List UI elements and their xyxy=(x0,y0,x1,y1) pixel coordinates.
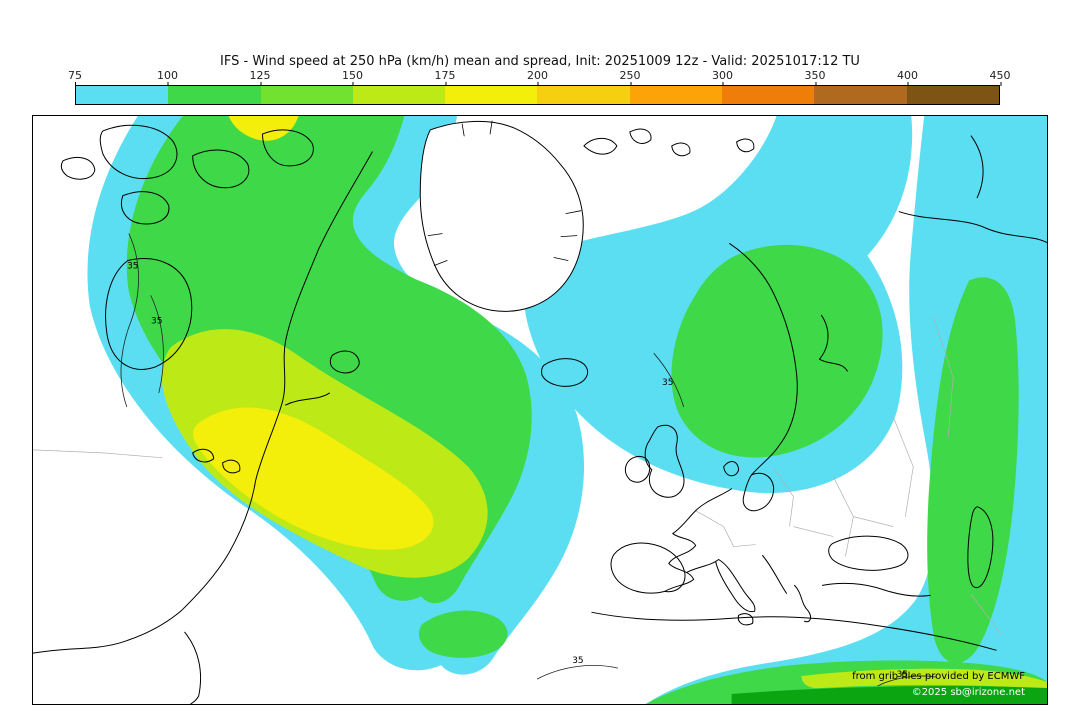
colorbar-tick-label: 200 xyxy=(527,69,548,86)
spread-contour-line xyxy=(877,675,937,687)
coastline-denmark xyxy=(723,461,740,477)
coastline-north-america xyxy=(33,151,373,654)
coastline-north-africa xyxy=(591,611,997,651)
contour-label-35: 35 xyxy=(572,656,583,666)
colorbar-tick-labels: 75 100 125 150 175 200 250 300 350 400 450 xyxy=(68,69,1011,86)
coastline-uk xyxy=(644,424,685,498)
colorbar-tick-label: 125 xyxy=(249,69,271,86)
spread-contour-line xyxy=(150,295,164,394)
coastline-greenland-fjords xyxy=(427,120,582,266)
spread-contour-line xyxy=(653,352,685,408)
wind-region-green-tail-tip xyxy=(418,610,508,658)
wind-region-green-east-band xyxy=(927,277,1019,664)
coastline-balkans xyxy=(762,555,788,594)
colorbar-segment xyxy=(352,86,446,104)
coastline-baltic xyxy=(742,472,775,512)
coastline-white-sea xyxy=(818,314,848,372)
colorbar-segment xyxy=(906,86,999,104)
colorbar-segment xyxy=(445,86,538,104)
colorbar-segment xyxy=(260,86,353,104)
colorbar-tick-label: 100 xyxy=(157,69,178,86)
coastline-black-sea xyxy=(828,535,909,571)
wind-region-green-scandinavia xyxy=(671,244,883,458)
colorbar-tick-label: 300 xyxy=(712,69,733,86)
coastline-anatolia xyxy=(821,582,931,597)
colorbar xyxy=(75,85,1000,105)
coastline-ireland xyxy=(624,455,651,483)
coastline-florida xyxy=(184,631,202,704)
colorbar-segment xyxy=(722,86,815,104)
colorbar-tick-label: 150 xyxy=(342,69,363,86)
contour-label-35: 35 xyxy=(897,670,908,680)
spread-contour-labels: 35 35 35 35 35 xyxy=(127,261,908,680)
colorbar-tick-label: 400 xyxy=(897,69,918,86)
coastline-caspian xyxy=(967,506,994,589)
colorbar-tick-label: 75 xyxy=(68,69,82,86)
coastline-st-lawrence xyxy=(285,392,330,406)
spread-contours xyxy=(120,233,937,687)
colorbar-tick-label: 450 xyxy=(989,69,1011,86)
coastline-iceland xyxy=(541,358,589,387)
wind-region-darkgreen-bottom-stripe xyxy=(731,686,1047,704)
wind-region-yellow-core xyxy=(193,407,434,550)
coastline-italy xyxy=(686,558,756,613)
colorbar-segment xyxy=(76,86,169,104)
coastline-newfoundland xyxy=(329,350,360,374)
coastline-hudson-bay xyxy=(105,258,193,370)
contour-label-35: 35 xyxy=(127,261,138,271)
wind-region-yellowgreen-bottom-stripe xyxy=(801,668,1047,691)
coastline-greenland xyxy=(419,120,584,312)
wind-speed-map: 35 35 35 35 35 xyxy=(33,116,1047,704)
colorbar-tick-label: 350 xyxy=(804,69,826,86)
coastline-novaya-zemlya xyxy=(970,135,984,199)
coastline-great-lakes xyxy=(192,448,241,474)
contour-label-35: 35 xyxy=(151,316,162,326)
colorbar-tick-label: 175 xyxy=(434,69,456,86)
coastline-arctic-islands xyxy=(60,124,314,225)
coastline-norway xyxy=(729,243,798,476)
coastlines xyxy=(33,120,1047,704)
coastline-greece xyxy=(793,584,812,623)
colorbar-segment xyxy=(537,86,630,104)
spread-contour-line xyxy=(536,665,618,680)
colorbar-segment xyxy=(168,86,261,104)
colorbar-segment xyxy=(629,86,723,104)
coastline-sicily xyxy=(737,613,754,626)
political-borders xyxy=(33,317,1002,635)
wind-region-yellow-top-patch xyxy=(228,116,299,141)
contour-label-35: 35 xyxy=(662,378,673,388)
coastline-svalbard xyxy=(583,128,755,157)
attribution-ecmwf: from grib files provided by ECMWF xyxy=(852,671,1025,682)
coastline-iberia xyxy=(610,542,686,594)
coastline-russia-arctic xyxy=(898,211,1047,244)
map-area: 35 35 35 35 35 from grib files provided … xyxy=(32,115,1048,705)
coastline-west-europe xyxy=(664,488,733,592)
attribution-copyright: ©2025 sb@irizone.net xyxy=(911,687,1025,698)
colorbar-tick-label: 250 xyxy=(619,69,641,86)
wind-fill-regions xyxy=(87,116,1047,704)
colorbar-segment xyxy=(814,86,907,104)
spread-contour-line xyxy=(120,233,139,408)
page-title: IFS - Wind speed at 250 hPa (km/h) mean … xyxy=(220,54,860,69)
